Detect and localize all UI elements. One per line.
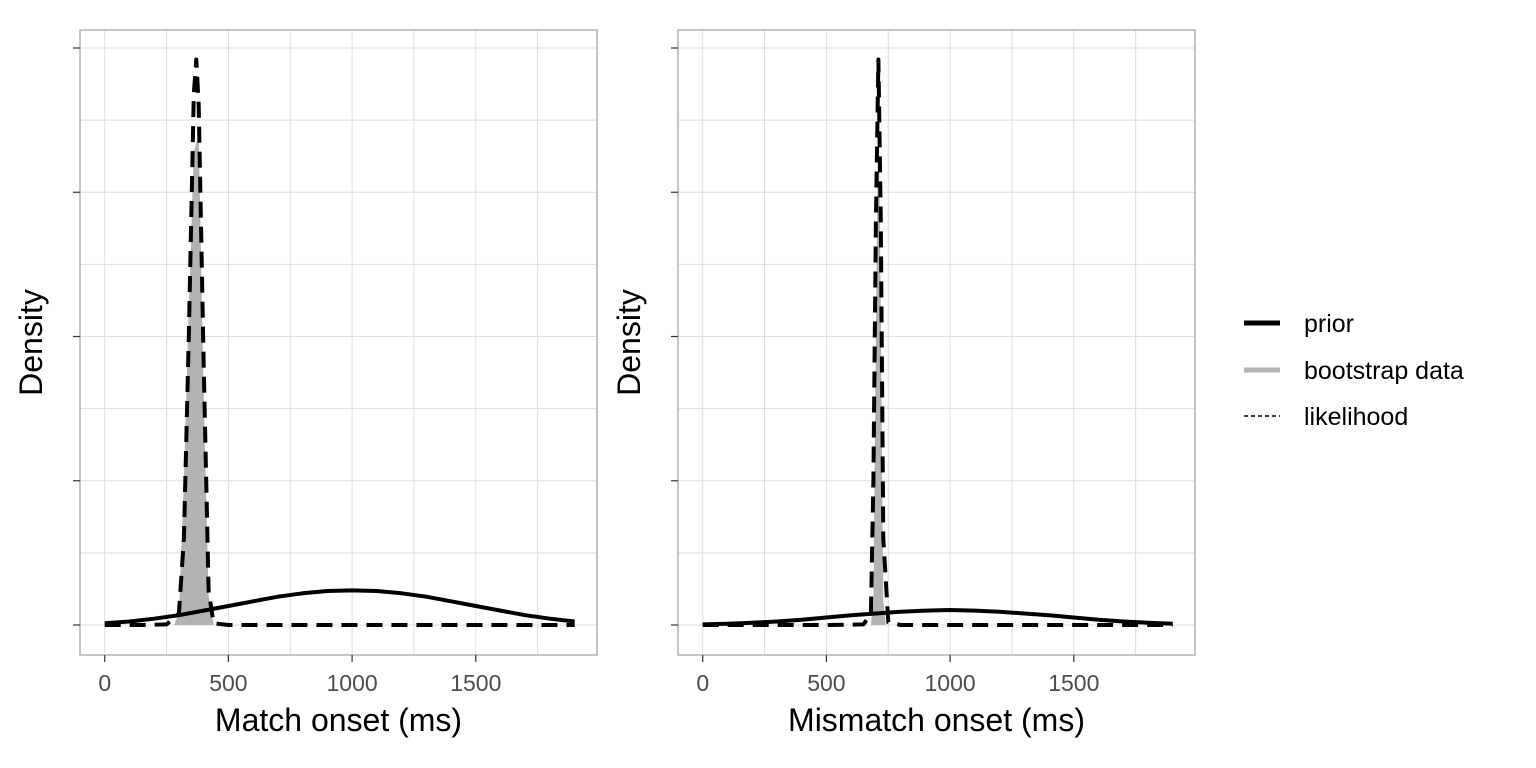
y-axis-title: Density <box>611 289 647 396</box>
panel-grid <box>80 30 597 655</box>
panel-mismatch-onset: 0 500 1000 1500 Mismatch onset (ms) Density <box>611 29 1196 738</box>
x-tick-labels: 0 500 1000 1500 <box>98 670 501 696</box>
bootstrap-area-layer <box>174 134 214 625</box>
x-tick-label: 1500 <box>1048 670 1099 696</box>
legend-label-prior: prior <box>1304 310 1354 338</box>
x-tick-label: 500 <box>807 670 845 696</box>
legend-label-likelihood: likelihood <box>1304 403 1408 431</box>
x-tick-label: 1000 <box>925 670 976 696</box>
x-tick-label: 1000 <box>327 670 378 696</box>
legend-label-bootstrap-data: bootstrap data <box>1304 357 1464 385</box>
x-axis-title: Mismatch onset (ms) <box>788 702 1085 738</box>
y-axis-title: Density <box>13 289 49 396</box>
axis-ticks <box>671 47 1075 662</box>
x-tick-labels: 0 500 1000 1500 <box>696 670 1099 696</box>
legend: prior bootstrap data likelihood <box>1244 310 1464 431</box>
x-tick-label: 0 <box>98 670 111 696</box>
axis-ticks <box>73 47 477 662</box>
x-tick-label: 0 <box>696 670 709 696</box>
x-tick-label: 1500 <box>450 670 501 696</box>
series-bootstrap-data-area <box>174 134 214 625</box>
line-layer <box>104 57 575 627</box>
series-likelihood-line <box>104 57 575 627</box>
panel-grid <box>678 30 1195 655</box>
line-layer <box>702 57 1173 627</box>
series-prior-line <box>104 588 575 626</box>
panel-match-onset: 0 500 1000 1500 Match onset (ms) Density <box>13 29 598 738</box>
series-likelihood-line <box>702 57 1173 627</box>
x-axis-title: Match onset (ms) <box>215 702 462 738</box>
series-prior-line <box>702 608 1173 627</box>
x-tick-label: 500 <box>209 670 247 696</box>
panel-border <box>79 29 598 656</box>
panel-border <box>677 29 1196 656</box>
